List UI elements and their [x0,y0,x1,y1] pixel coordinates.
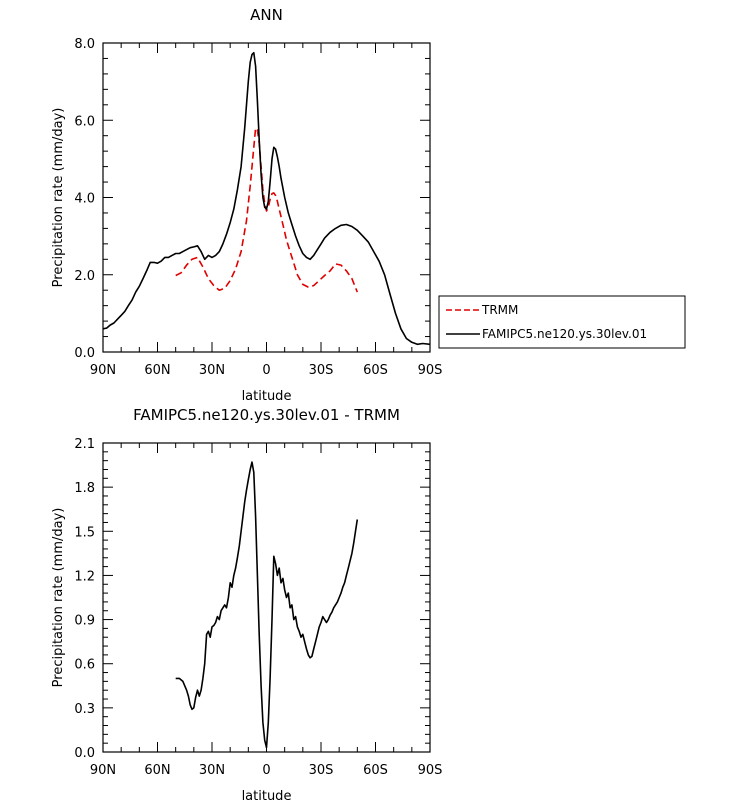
x-tick-label: 60N [144,763,170,778]
series-line-famipc5-ne120-ys-30lev-01 [102,51,431,346]
top-panel: 90N 60N 30N 0 30S 60S 90S 0.0 2.0 4.0 6.0 8.0 ANN lat… [51,6,442,404]
x-tick-label: 90N [90,763,116,778]
y-tick-label: 0.0 [74,346,95,361]
y-tick-label: 0.3 [74,702,95,717]
x-tick-label: 30N [199,363,225,378]
x-tick-label: 60S [363,363,388,378]
y-axis-label: Precipitation rate (mm/day) [51,108,66,288]
y-tick-label: 1.8 [74,481,95,496]
y-tick-label: 0.6 [74,658,95,673]
legend: TRMM FAMIPC5.ne120.ys.30lev.01 [438,295,686,349]
x-tick-label: 30N [199,763,225,778]
x-tick-label: 90N [90,363,116,378]
y-axis-label: Precipitation rate (mm/day) [51,508,66,688]
y-tick-label: 8.0 [74,37,95,52]
plot-frame [102,42,431,353]
legend-entry: FAMIPC5.ne120.ys.30lev.01 [482,327,647,341]
bottom-panel: 90N 60N 30N 0 30S 60S 90S 0.0 0.3 0.6 0.9 1.2 1.5 1.8… [51,406,442,804]
x-tick-label: 60N [144,363,170,378]
x-tick-label: 30S [309,363,334,378]
x-tick-label: 0 [262,763,270,778]
y-tick-label: 0.0 [74,746,95,761]
legend-entry: TRMM [481,303,518,317]
y-tick-label: 1.5 [74,525,95,540]
x-tick-label: 0 [262,363,270,378]
chart-title: FAMIPC5.ne120.ys.30lev.01 - TRMM [133,406,400,424]
series-line-difference [175,461,359,749]
y-tick-label: 6.0 [74,114,95,129]
y-tick-label: 2.1 [74,437,95,452]
x-axis-label: latitude [242,389,292,404]
legend-box [438,295,686,349]
plot-frame [102,442,431,753]
x-tick-label: 90S [418,763,443,778]
x-tick-label: 90S [418,363,443,378]
series-line-trmm [175,127,359,293]
y-tick-label: 2.0 [74,269,95,284]
x-tick-label: 30S [309,763,334,778]
x-axis-label: latitude [242,789,292,804]
chart-title: ANN [250,6,283,24]
x-tick-label: 60S [363,763,388,778]
y-tick-label: 0.9 [74,614,95,629]
y-tick-label: 4.0 [74,192,95,207]
y-tick-label: 1.2 [74,569,95,584]
